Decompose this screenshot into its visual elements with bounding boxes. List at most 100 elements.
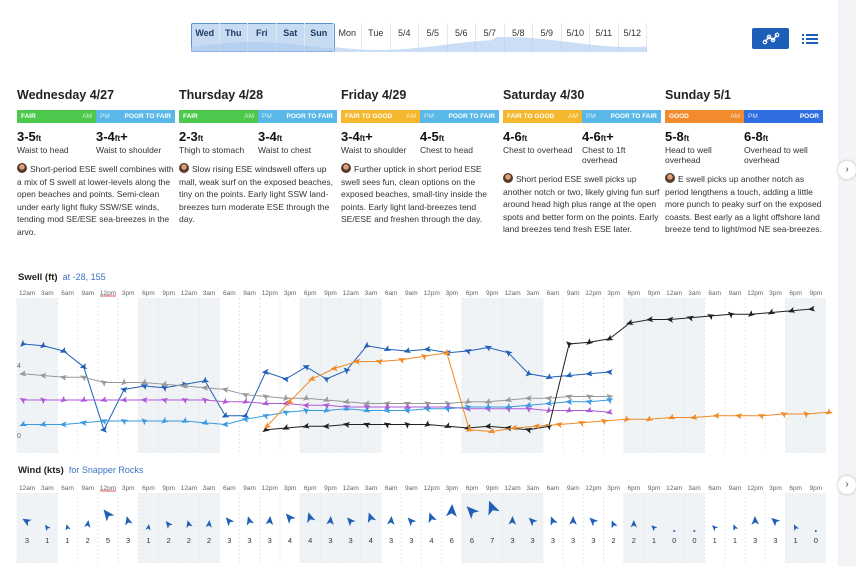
rating-bar: FAIR AM PM POOR TO FAIR xyxy=(179,110,337,123)
wind-direction-arrow xyxy=(84,520,91,528)
swell-direction-arrow xyxy=(404,421,412,429)
wind-speed-label: 3 xyxy=(773,536,777,545)
y-tick: 4 xyxy=(17,363,21,370)
day-title: Friday 4/29 xyxy=(341,88,407,102)
wind-speed-label: 3 xyxy=(126,536,130,545)
wind-direction-arrow xyxy=(589,517,599,527)
swell-direction-arrow xyxy=(343,404,351,411)
time-label: 6pm xyxy=(628,485,641,492)
wind-speed-label: 6 xyxy=(450,536,454,545)
day-tab[interactable]: Wed xyxy=(191,23,220,52)
wind-direction-arrow xyxy=(125,516,133,526)
time-label: 12pm xyxy=(262,485,278,492)
swell-direction-arrow xyxy=(282,410,290,417)
time-label: 6am xyxy=(385,290,398,297)
swell-direction-arrow xyxy=(60,395,68,403)
forecaster-avatar xyxy=(503,173,513,183)
am-height-value: 5-8 xyxy=(665,129,684,144)
day-tab[interactable]: 5/8 xyxy=(505,23,533,52)
swell-direction-arrow xyxy=(734,413,743,420)
wind-section-title: Wind (kts) for Snapper Rocks xyxy=(18,465,143,476)
pm-height: 6-8ft Overhead to well overhead xyxy=(744,129,823,165)
next-wind-button[interactable]: › xyxy=(838,476,856,494)
pm-rating: PM POOR TO FAIR xyxy=(96,110,175,123)
am-height: 5-8ft Head to well overhead xyxy=(665,129,744,165)
am-rating: FAIR AM xyxy=(17,110,96,123)
time-label: 3pm xyxy=(446,485,459,492)
time-label: 6pm xyxy=(304,485,317,492)
swell-direction-arrow xyxy=(121,378,129,386)
day-tab[interactable]: 5/12 xyxy=(619,23,647,52)
day-tab[interactable]: 5/10 xyxy=(562,23,590,52)
swell-direction-arrow xyxy=(222,397,230,405)
wind-direction-arrow xyxy=(651,525,658,532)
day-tab[interactable]: 5/5 xyxy=(419,23,448,52)
night-shade xyxy=(785,493,826,563)
pm-label: PM xyxy=(424,113,434,120)
night-shade xyxy=(461,493,503,563)
next-days-button[interactable]: › xyxy=(838,161,856,179)
swell-direction-arrow xyxy=(363,404,371,412)
pm-height-desc: Chest to head xyxy=(420,145,473,155)
time-label: 3am xyxy=(688,485,701,492)
swell-direction-arrow xyxy=(286,397,294,404)
wind-direction-arrow xyxy=(205,520,212,528)
day-tab[interactable]: 5/11 xyxy=(590,23,619,52)
swell-direction-arrow xyxy=(141,418,149,426)
wind-speed-label: 5 xyxy=(106,536,110,545)
day-tab[interactable]: 5/6 xyxy=(448,23,476,52)
swell-direction-arrow xyxy=(19,370,27,377)
time-label: 12am xyxy=(343,290,359,297)
day-tab[interactable]: Sun xyxy=(305,23,334,52)
wind-location: for Snapper Rocks xyxy=(68,465,144,475)
day-forecast: Sunday 5/1 GOOD AM PM POOR 5-8ft Head to w… xyxy=(665,88,823,236)
pm-height-unit: ft xyxy=(762,134,769,143)
wind-direction-arrow xyxy=(285,513,296,524)
day-tab[interactable]: 5/7 xyxy=(476,23,505,52)
time-label: 12pm xyxy=(100,485,116,492)
night-shade xyxy=(300,493,341,563)
day-tab[interactable]: Tue xyxy=(362,23,391,52)
swell-direction-arrow xyxy=(646,316,654,323)
swell-series-line xyxy=(22,343,610,432)
wind-speed-label: 3 xyxy=(551,536,555,545)
wind-direction-arrow xyxy=(265,516,274,526)
time-label: 12pm xyxy=(585,485,601,492)
wind-speed-label: 7 xyxy=(490,536,494,545)
day-tab[interactable]: 5/9 xyxy=(533,23,562,52)
swell-direction-arrow xyxy=(484,423,492,430)
swell-direction-arrow xyxy=(59,375,68,381)
pm-height-unit: ft xyxy=(276,134,283,143)
wind-speed-label: 3 xyxy=(510,536,514,545)
swell-direction-arrow xyxy=(585,406,594,413)
wind-title: Wind (kts) xyxy=(18,465,64,476)
time-label: 12am xyxy=(19,290,35,297)
pm-height-desc: Chest to 1ft overhead xyxy=(582,145,626,165)
list-view-button[interactable] xyxy=(797,28,823,49)
wind-speed-label: 3 xyxy=(247,536,251,545)
day-tab[interactable]: Fri xyxy=(248,23,277,52)
time-label: 9am xyxy=(567,485,580,492)
forecast-report: Short-period ESE swell combines with a m… xyxy=(17,163,175,239)
swell-direction-arrow xyxy=(80,395,88,402)
wind-speed-label: 3 xyxy=(591,536,595,545)
time-label: 9am xyxy=(243,485,256,492)
swell-direction-arrow xyxy=(787,306,796,313)
day-tab[interactable]: 5/4 xyxy=(391,23,419,52)
am-height-desc: Waist to shoulder xyxy=(341,145,407,155)
wind-direction-arrow xyxy=(165,521,173,529)
pm-height: 3-4ft Waist to chest xyxy=(258,129,337,155)
swell-direction-arrow xyxy=(308,375,316,381)
am-height-value: 3-5 xyxy=(17,129,36,144)
am-height-unit: ft xyxy=(521,134,528,143)
am-height-desc: Chest to overhead xyxy=(503,145,573,155)
swell-direction-arrow xyxy=(525,369,533,377)
swell-direction-arrow xyxy=(19,420,27,427)
day-tab[interactable]: Sat xyxy=(277,23,305,52)
time-label: 3pm xyxy=(769,290,782,297)
day-tab[interactable]: Thu xyxy=(220,23,248,52)
am-rating: FAIR AM xyxy=(179,110,258,123)
day-tab[interactable]: Mon xyxy=(334,23,362,52)
night-shade xyxy=(178,493,220,563)
chart-view-button[interactable] xyxy=(752,28,789,49)
